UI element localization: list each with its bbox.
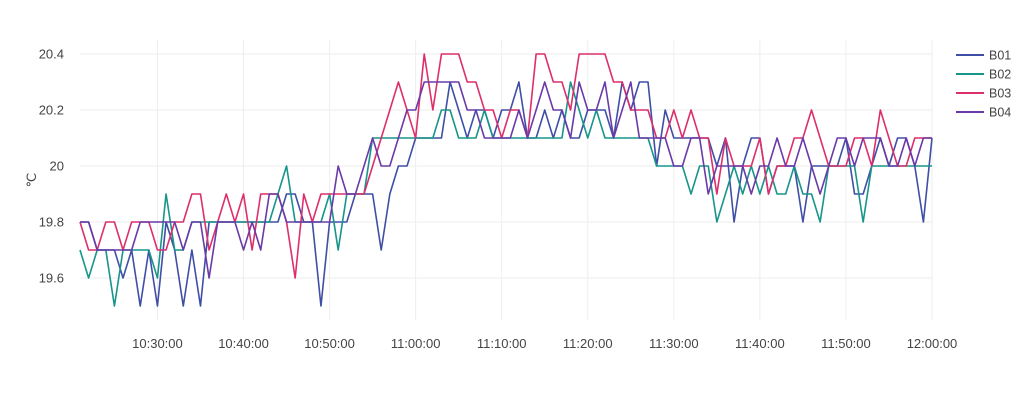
y-axis-label: ℃ bbox=[24, 173, 39, 188]
series-line-b04 bbox=[80, 81, 932, 279]
x-tick-label: 10:50:00 bbox=[304, 336, 355, 351]
legend-item-b01[interactable]: B01 bbox=[956, 49, 1011, 63]
x-tick-label: 12:00:00 bbox=[907, 336, 958, 351]
y-tick-label: 19.6 bbox=[39, 271, 64, 286]
legend-item-b02[interactable]: B02 bbox=[956, 68, 1011, 82]
legend-label: B03 bbox=[989, 87, 1011, 101]
legend-label: B02 bbox=[989, 68, 1011, 82]
y-tick-label: 20 bbox=[50, 159, 64, 174]
axes: 10:30:00 10:40:00 10:50:00 11:00:00 11:10:00… bbox=[24, 47, 957, 352]
x-tick-label: 11:30:00 bbox=[649, 336, 699, 351]
x-tick-label: 11:40:00 bbox=[735, 336, 785, 351]
series-lines bbox=[79, 53, 933, 307]
x-tick-label: 11:00:00 bbox=[391, 336, 441, 351]
legend-item-b03[interactable]: B03 bbox=[956, 87, 1011, 101]
legend-item-b04[interactable]: B04 bbox=[956, 106, 1011, 120]
legend-label: B04 bbox=[989, 106, 1011, 120]
x-tick-label: 11:20:00 bbox=[563, 336, 613, 351]
x-tick-label: 11:50:00 bbox=[821, 336, 871, 351]
y-axis-ticks: 19.6 19.8 20 20.2 20.4 bbox=[39, 47, 64, 286]
legend[interactable]: B01 B02 B03 B04 bbox=[956, 49, 1011, 120]
series-line-b03 bbox=[79, 53, 932, 279]
x-tick-label: 10:30:00 bbox=[132, 336, 183, 351]
legend-label: B01 bbox=[989, 49, 1011, 63]
y-tick-label: 19.8 bbox=[39, 215, 64, 230]
x-tick-label: 10:40:00 bbox=[218, 336, 269, 351]
y-tick-label: 20.2 bbox=[39, 103, 64, 118]
grid bbox=[80, 40, 933, 320]
x-axis-ticks: 10:30:00 10:40:00 10:50:00 11:00:00 11:10:00… bbox=[132, 336, 957, 351]
x-tick-label: 11:10:00 bbox=[477, 336, 527, 351]
y-tick-label: 20.4 bbox=[39, 47, 64, 62]
